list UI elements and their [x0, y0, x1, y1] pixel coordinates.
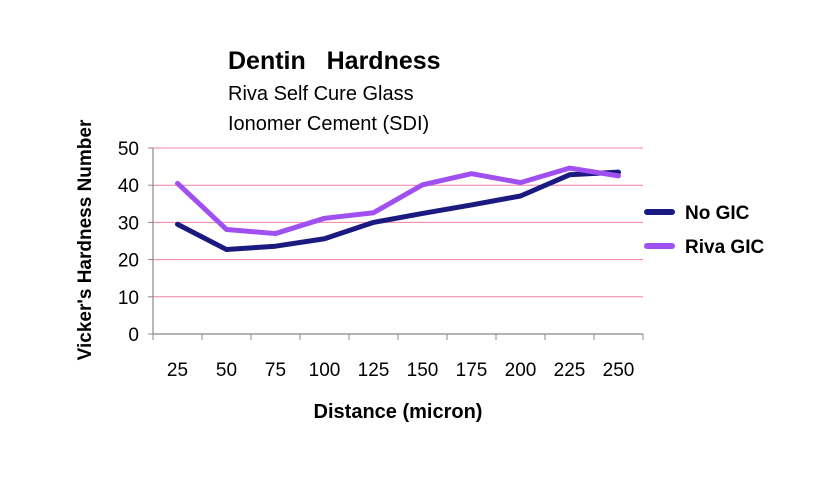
series-line-riva-gic [178, 168, 619, 233]
y-tick-label: 10 [118, 288, 139, 309]
x-tick-label: 50 [216, 360, 237, 381]
series-line-no-gic [178, 172, 619, 249]
x-tick-label: 175 [456, 360, 488, 381]
y-tick-label: 40 [118, 176, 139, 197]
x-axis-label: Distance (micron) [314, 401, 483, 423]
chart-subtitle-line-1: Riva Self Cure Glass [228, 83, 414, 105]
y-tick-label: 50 [118, 139, 139, 160]
x-tick-label: 25 [167, 360, 188, 381]
x-tick-label: 100 [309, 360, 341, 381]
x-tick-label: 200 [505, 360, 537, 381]
legend-label: No GIC [685, 203, 750, 224]
x-tick-label: 250 [603, 360, 635, 381]
y-axis-label: Vicker's Hardness Number [75, 119, 96, 360]
y-tick-label: 20 [118, 251, 139, 272]
x-tick-label: 75 [265, 360, 286, 381]
x-tick-label: 150 [407, 360, 439, 381]
chart-title: Dentin Hardness [228, 47, 441, 75]
chart-subtitle-line-2: Ionomer Cement (SDI) [228, 113, 429, 135]
x-tick-label: 225 [554, 360, 586, 381]
x-tick-label: 125 [358, 360, 390, 381]
y-tick-label: 30 [118, 213, 139, 234]
y-tick-label: 0 [128, 325, 139, 346]
legend-label: Riva GIC [685, 237, 764, 258]
